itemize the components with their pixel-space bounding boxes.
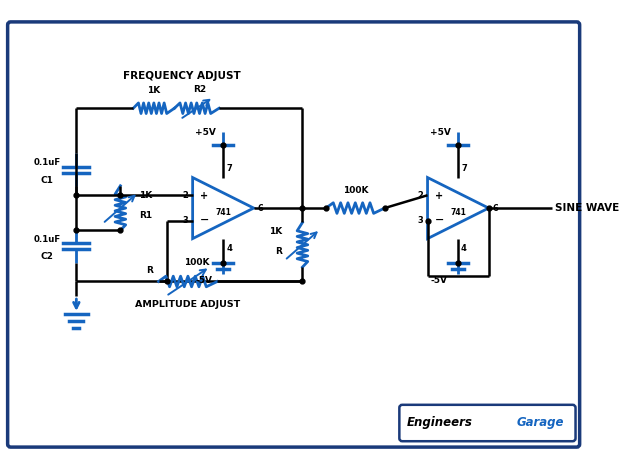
Text: −: −: [434, 215, 444, 225]
FancyBboxPatch shape: [7, 22, 580, 447]
Text: -5V: -5V: [431, 276, 448, 285]
Text: 100K: 100K: [343, 186, 368, 195]
Text: R1: R1: [139, 211, 152, 219]
Text: AMPLITUDE ADJUST: AMPLITUDE ADJUST: [135, 300, 241, 309]
Text: 0.1uF: 0.1uF: [34, 159, 61, 167]
Text: 0.1uF: 0.1uF: [34, 234, 61, 244]
Text: C2: C2: [41, 252, 54, 261]
Text: 7: 7: [461, 164, 467, 173]
Text: 1K: 1K: [147, 86, 160, 95]
Text: 6: 6: [257, 204, 263, 212]
Text: 4: 4: [461, 244, 467, 253]
Text: SINE WAVE: SINE WAVE: [555, 203, 619, 213]
Text: 2: 2: [182, 191, 188, 200]
Text: 6: 6: [492, 204, 498, 212]
Text: R2: R2: [193, 84, 207, 93]
Text: -5V: -5V: [196, 276, 213, 285]
Text: +5V: +5V: [430, 128, 451, 137]
Text: 741: 741: [215, 208, 231, 217]
Text: 3: 3: [417, 216, 423, 226]
Text: +: +: [200, 191, 208, 202]
Text: FREQUENCY ADJUST: FREQUENCY ADJUST: [123, 71, 241, 81]
Text: −: −: [200, 215, 209, 225]
Text: 100K: 100K: [184, 258, 210, 267]
Text: 7: 7: [226, 164, 232, 173]
Text: 4: 4: [226, 244, 232, 253]
Text: 2: 2: [417, 191, 423, 200]
Text: 1K: 1K: [139, 191, 152, 200]
Text: Engineers: Engineers: [407, 416, 473, 429]
FancyBboxPatch shape: [399, 405, 575, 441]
Text: 3: 3: [182, 216, 188, 226]
Text: C1: C1: [41, 176, 54, 185]
Text: Garage: Garage: [516, 416, 564, 429]
Text: R: R: [146, 266, 154, 275]
Text: +: +: [435, 191, 443, 202]
Text: R: R: [275, 247, 282, 257]
Text: 741: 741: [450, 208, 466, 217]
Text: 1K: 1K: [269, 227, 282, 236]
Text: +5V: +5V: [195, 128, 216, 137]
